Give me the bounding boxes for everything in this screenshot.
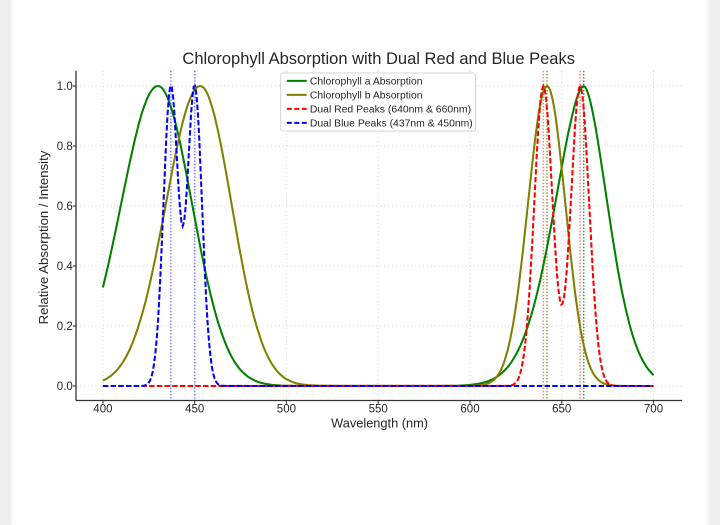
- svg-text:1.0: 1.0: [57, 81, 73, 93]
- svg-text:Chlorophyll Absorption with Du: Chlorophyll Absorption with Dual Red and…: [182, 50, 575, 68]
- svg-text:Dual Blue Peaks (437nm & 450nm: Dual Blue Peaks (437nm & 450nm): [310, 119, 473, 130]
- svg-text:0.8: 0.8: [57, 141, 73, 153]
- svg-text:0.0: 0.0: [57, 381, 73, 393]
- svg-text:450: 450: [185, 404, 204, 416]
- svg-text:Chlorophyll b Absorption: Chlorophyll b Absorption: [310, 91, 423, 102]
- svg-text:Wavelength (nm): Wavelength (nm): [331, 415, 428, 430]
- svg-text:550: 550: [369, 404, 388, 416]
- svg-text:Dual Red Peaks (640nm & 660nm): Dual Red Peaks (640nm & 660nm): [310, 105, 471, 116]
- svg-text:600: 600: [460, 404, 479, 416]
- svg-text:0.2: 0.2: [57, 321, 73, 333]
- svg-text:0.4: 0.4: [57, 261, 74, 273]
- svg-text:0.6: 0.6: [57, 201, 73, 213]
- svg-text:Chlorophyll a Absorption: Chlorophyll a Absorption: [310, 77, 423, 88]
- svg-text:650: 650: [552, 404, 571, 416]
- svg-text:500: 500: [277, 404, 296, 416]
- svg-text:400: 400: [93, 404, 112, 416]
- svg-text:700: 700: [644, 404, 663, 416]
- svg-text:Relative Absorption / Intensit: Relative Absorption / Intensity: [36, 150, 51, 324]
